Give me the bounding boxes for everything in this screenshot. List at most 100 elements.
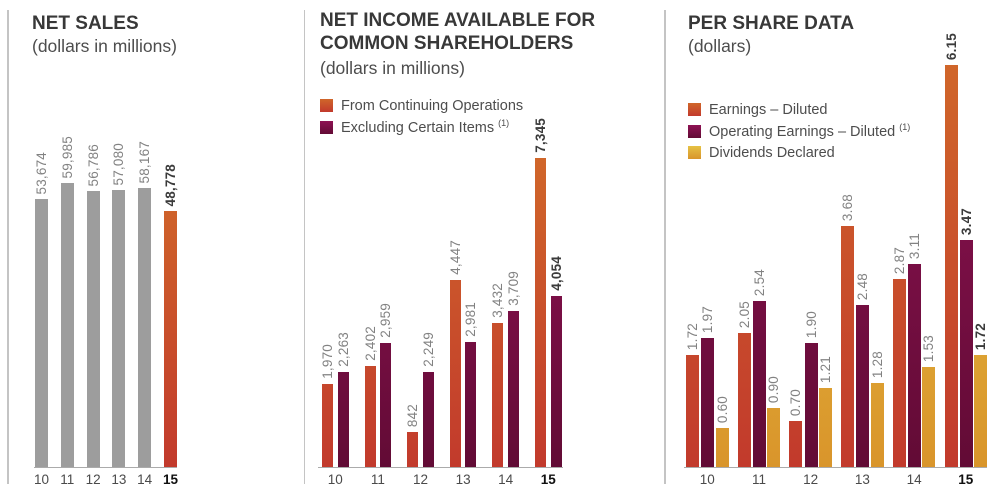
x-tick-14: 14 <box>498 472 514 487</box>
value-label-from-continuing-operations-14: 3,432 <box>490 283 506 318</box>
bar-net-sales-11 <box>60 183 74 467</box>
bar-from-continuing-operations-13 <box>449 280 461 467</box>
panel-divider-1 <box>7 10 9 484</box>
bar-earnings-diluted-12 <box>789 421 803 467</box>
value-label-operating-earnings-diluted-12: 1.90 <box>803 310 819 338</box>
value-label-dividends-declared-15: 1.72 <box>973 322 989 350</box>
x-axis-line <box>684 467 987 469</box>
x-tick-13: 13 <box>854 472 870 487</box>
panel-divider-3 <box>664 10 666 484</box>
value-label-earnings-diluted-12: 0.70 <box>788 388 804 416</box>
chart-title: NET INCOME AVAILABLE FOR COMMON SHAREHOL… <box>320 10 596 54</box>
chart-subtitle: (dollars in millions) <box>320 58 465 78</box>
value-label-excluding-certain-items-10: 2,263 <box>335 332 351 367</box>
value-label-net-sales-14: 58,167 <box>137 140 153 184</box>
legend-swatch-icon <box>688 146 701 160</box>
bar-operating-earnings-diluted-11 <box>752 301 766 467</box>
bar-excluding-certain-items-13 <box>465 342 477 467</box>
bar-operating-earnings-diluted-13 <box>856 305 870 467</box>
legend-row: From Continuing Operations <box>320 95 523 117</box>
value-label-net-sales-10: 53,674 <box>34 151 49 195</box>
x-tick-11: 11 <box>751 472 766 487</box>
bar-excluding-certain-items-12 <box>422 372 434 467</box>
bar-excluding-certain-items-10 <box>337 372 349 467</box>
bar-from-continuing-operations-14 <box>492 323 504 467</box>
value-label-from-continuing-operations-11: 2,402 <box>362 326 378 361</box>
value-label-excluding-certain-items-14: 3,709 <box>506 271 521 306</box>
x-tick-10: 10 <box>33 472 50 487</box>
x-tick-13: 13 <box>111 472 127 487</box>
value-label-excluding-certain-items-15: 4,054 <box>548 256 564 291</box>
bar-from-continuing-operations-15 <box>535 158 546 467</box>
value-label-from-continuing-operations-13: 4,447 <box>447 240 463 275</box>
chart-subtitle: (dollars in millions) <box>32 36 177 56</box>
bar-earnings-diluted-13 <box>841 226 855 467</box>
legend-swatch-icon <box>688 103 701 117</box>
bar-dividends-declared-10 <box>715 428 729 467</box>
bar-operating-earnings-diluted-12 <box>804 343 818 467</box>
x-tick-12: 12 <box>803 472 819 487</box>
value-label-dividends-declared-13: 1.28 <box>869 350 885 378</box>
value-label-from-continuing-operations-15: 7,345 <box>533 118 548 153</box>
legend-label: From Continuing Operations <box>341 97 524 114</box>
bar-operating-earnings-diluted-10 <box>701 338 715 467</box>
x-tick-10: 10 <box>327 472 343 487</box>
value-label-dividends-declared-10: 0.60 <box>714 395 730 423</box>
x-axis-line <box>318 467 563 469</box>
panel-divider-2 <box>303 10 305 484</box>
bar-earnings-diluted-11 <box>737 333 751 467</box>
bar-excluding-certain-items-11 <box>380 343 392 467</box>
bar-dividends-declared-15 <box>974 355 988 467</box>
legend-label: Earnings – Diluted <box>709 101 828 118</box>
x-tick-14: 14 <box>137 472 153 487</box>
bar-from-continuing-operations-11 <box>364 366 376 467</box>
value-label-dividends-declared-14: 1.53 <box>921 334 937 362</box>
value-label-earnings-diluted-14: 2.87 <box>891 246 907 274</box>
x-axis-line <box>34 467 177 469</box>
value-label-earnings-diluted-10: 1.72 <box>685 322 700 350</box>
value-label-net-sales-13: 57,080 <box>111 142 127 186</box>
legend-label: Excluding Certain Items (1) <box>341 118 510 137</box>
value-label-earnings-diluted-11: 2.05 <box>736 300 752 328</box>
bar-excluding-certain-items-15 <box>550 296 562 467</box>
bar-net-sales-15 <box>164 211 177 467</box>
bar-operating-earnings-diluted-14 <box>908 264 921 467</box>
value-label-operating-earnings-diluted-11: 2.54 <box>751 268 767 296</box>
x-tick-15: 15 <box>540 472 556 487</box>
value-label-dividends-declared-12: 1.21 <box>818 355 833 383</box>
x-tick-14: 14 <box>906 472 922 487</box>
x-tick-10: 10 <box>699 472 715 487</box>
bar-dividends-declared-12 <box>819 388 832 467</box>
x-tick-15: 15 <box>162 472 179 487</box>
value-label-from-continuing-operations-12: 842 <box>405 403 421 427</box>
legend-swatch-icon <box>320 120 333 134</box>
value-label-excluding-certain-items-13: 2,981 <box>463 302 479 337</box>
value-label-from-continuing-operations-10: 1,970 <box>320 344 335 379</box>
value-label-dividends-declared-11: 0.90 <box>766 375 782 403</box>
chart-title: NET SALES <box>32 13 139 34</box>
x-tick-12: 12 <box>85 472 101 487</box>
x-tick-13: 13 <box>455 472 471 487</box>
chart-legend: Earnings – Diluted Operating Earnings – D… <box>688 99 910 164</box>
value-label-net-sales-12: 56,786 <box>85 143 101 187</box>
value-label-operating-earnings-diluted-14: 3.11 <box>907 232 922 259</box>
bar-operating-earnings-diluted-15 <box>959 240 973 467</box>
bar-from-continuing-operations-12 <box>407 432 419 467</box>
legend-swatch-icon <box>688 124 701 138</box>
legend-swatch-icon <box>320 99 333 113</box>
legend-row: Excluding Certain Items (1) <box>320 117 523 139</box>
value-label-operating-earnings-diluted-13: 2.48 <box>855 272 871 300</box>
bar-dividends-declared-13 <box>870 383 884 467</box>
bar-excluding-certain-items-14 <box>508 311 519 467</box>
bar-from-continuing-operations-10 <box>322 384 333 467</box>
chart-title: PER SHARE DATA <box>688 13 855 34</box>
legend-row: Earnings – Diluted <box>688 99 910 121</box>
x-tick-11: 11 <box>60 472 75 487</box>
bar-earnings-diluted-10 <box>686 355 699 467</box>
bar-net-sales-13 <box>112 190 126 467</box>
x-tick-11: 11 <box>370 472 385 487</box>
chart-subtitle: (dollars) <box>688 36 752 56</box>
chart-legend: From Continuing Operations Excluding Cert… <box>320 95 523 138</box>
x-tick-15: 15 <box>958 472 974 487</box>
